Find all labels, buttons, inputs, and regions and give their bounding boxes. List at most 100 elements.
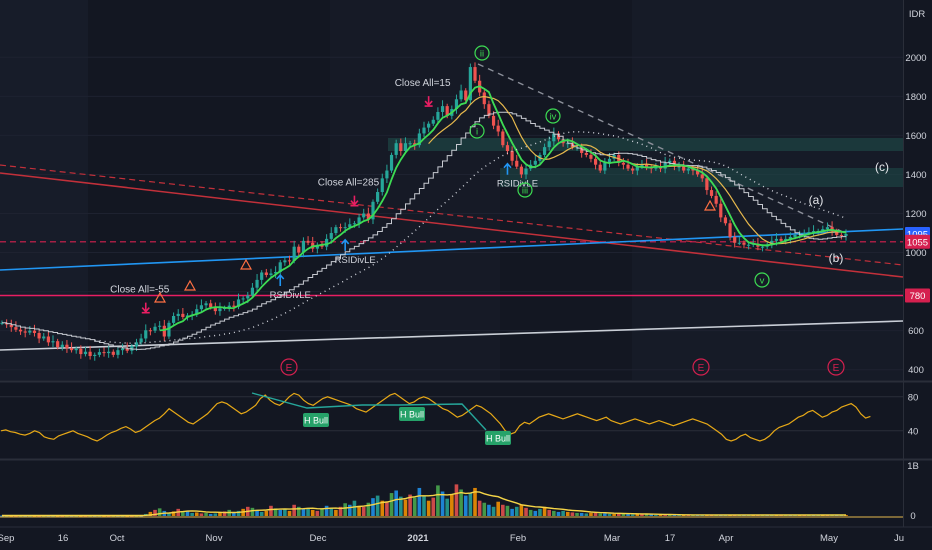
stepped-moving-average (2, 111, 847, 350)
exit-arrow-icon (350, 195, 359, 207)
wave-label: iii (522, 186, 528, 197)
candle-body (802, 233, 806, 235)
time-tick-label: Mar (604, 533, 620, 544)
volume-bar (199, 513, 204, 516)
wave-label: v (760, 276, 765, 287)
volume-bar (218, 512, 222, 516)
long-support-line (0, 320, 904, 351)
warning-icon (239, 258, 253, 270)
candle-body (399, 143, 403, 152)
volume-bar (385, 501, 389, 516)
candle-body (631, 168, 635, 171)
volume-bar (236, 510, 241, 516)
candle-body (709, 190, 714, 196)
candle-body (181, 313, 185, 317)
candle-body (334, 227, 338, 234)
volume-bar (306, 507, 310, 516)
candle-body (515, 160, 519, 167)
volume-bar (533, 510, 538, 516)
candle-body (691, 168, 695, 171)
candle-body (125, 348, 129, 351)
volume-bar (380, 500, 385, 516)
candle-body (107, 351, 111, 354)
volume-bar (171, 511, 176, 516)
candle-body (607, 158, 612, 163)
volume-bar (556, 511, 561, 516)
candle-body (547, 141, 551, 148)
volume-bar (348, 504, 352, 516)
volume-bar (649, 514, 654, 516)
candle-body (144, 330, 148, 339)
candle-body (603, 162, 607, 171)
candle-body (593, 158, 598, 165)
candle-body (88, 351, 92, 357)
candle-body (209, 303, 213, 308)
candle-body (111, 351, 115, 355)
volume-bar (491, 506, 496, 516)
candle-body (459, 90, 463, 100)
candle-body (552, 133, 556, 142)
candle-body (352, 223, 357, 225)
candle-body (306, 240, 310, 243)
volume-bar (371, 498, 375, 516)
candle-body (18, 329, 23, 332)
candle-body (325, 238, 329, 247)
candle-body (74, 348, 78, 351)
candle-body (97, 352, 101, 355)
candle-body (14, 327, 18, 330)
candle-body (255, 279, 259, 288)
volume-bar (658, 514, 663, 516)
volume-bar (667, 514, 672, 516)
event-marker-label: E (286, 363, 293, 374)
candle-body (297, 246, 301, 253)
candle-body (491, 115, 496, 126)
volume-bar (644, 514, 649, 516)
volume-bar (519, 504, 524, 516)
volume-bar (528, 509, 533, 516)
volume-bar (593, 512, 598, 516)
volume-bar (431, 497, 436, 516)
volume-bar (278, 509, 283, 516)
candle-body (0, 322, 4, 324)
volume-bar (389, 493, 394, 516)
rsi-tick-label: 40 (908, 426, 919, 437)
candle-body (32, 330, 37, 333)
candle-body (176, 313, 180, 317)
candle-body (167, 322, 171, 337)
candle-body (719, 203, 723, 218)
volume-bar (153, 509, 157, 516)
entry-arrow-icon (341, 238, 350, 251)
candle-body (589, 154, 593, 159)
volume-bar (148, 511, 153, 516)
volume-bar (250, 507, 255, 516)
price-tick-label: 1000 (905, 248, 926, 259)
volume-bar (334, 509, 338, 516)
candle-body (473, 67, 477, 81)
candle-body (737, 242, 741, 244)
downtrend-line-dashed (0, 164, 904, 266)
h-bull-badge (303, 413, 329, 427)
volume-bar (565, 511, 570, 516)
candle-body (413, 143, 417, 146)
price-tick-label: 1400 (905, 170, 926, 181)
volume-bar (403, 499, 408, 516)
candle-body (464, 90, 468, 101)
time-tick-label: Nov (206, 533, 223, 544)
candle-body (654, 166, 658, 169)
candle-body (46, 336, 50, 343)
volume-bar (417, 487, 422, 516)
volume-bar (589, 512, 593, 516)
candle-body (79, 348, 83, 355)
volume-bar (292, 504, 296, 516)
volume-bar (408, 494, 412, 516)
candle-body (394, 143, 398, 155)
candle-body (431, 119, 435, 124)
price-tick-label: 400 (908, 365, 924, 376)
volume-bar (654, 514, 658, 516)
volume-bar (361, 506, 366, 516)
candle-body (204, 303, 208, 306)
shade-region-sep (0, 0, 88, 380)
volume-bar (269, 505, 273, 516)
